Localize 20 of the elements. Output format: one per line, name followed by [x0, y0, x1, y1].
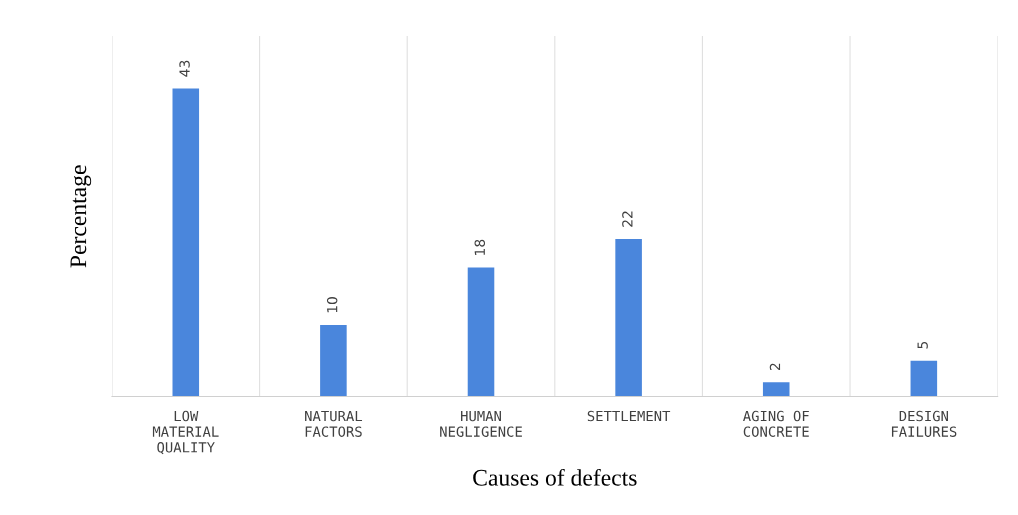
data-label: 43 — [179, 60, 190, 77]
bar — [910, 360, 938, 397]
x-axis-title: Causes of defects — [473, 468, 637, 486]
x-tick-label: SETTLEMENT — [587, 410, 671, 422]
x-tick-label: HUMAN NEGLIGENCE — [440, 410, 522, 437]
x-tick-label: DESIGN FAILURES — [891, 410, 957, 437]
bar — [320, 324, 347, 397]
x-tick-label: AGING OF CONCRETE — [743, 410, 809, 437]
y-axis-title: Percentage — [70, 165, 92, 268]
x-tick-label: NATURAL FACTORS — [305, 410, 363, 437]
bar — [615, 238, 642, 397]
data-label: 2 — [769, 363, 781, 371]
bar — [762, 382, 790, 397]
x-tick-label: LOW MATERIAL QUALITY — [152, 410, 219, 455]
data-label: 5 — [917, 341, 928, 349]
data-label: 18 — [474, 239, 486, 255]
bar — [172, 88, 200, 397]
bar — [467, 267, 495, 397]
data-label: 22 — [622, 211, 633, 227]
data-label: 10 — [326, 297, 338, 313]
